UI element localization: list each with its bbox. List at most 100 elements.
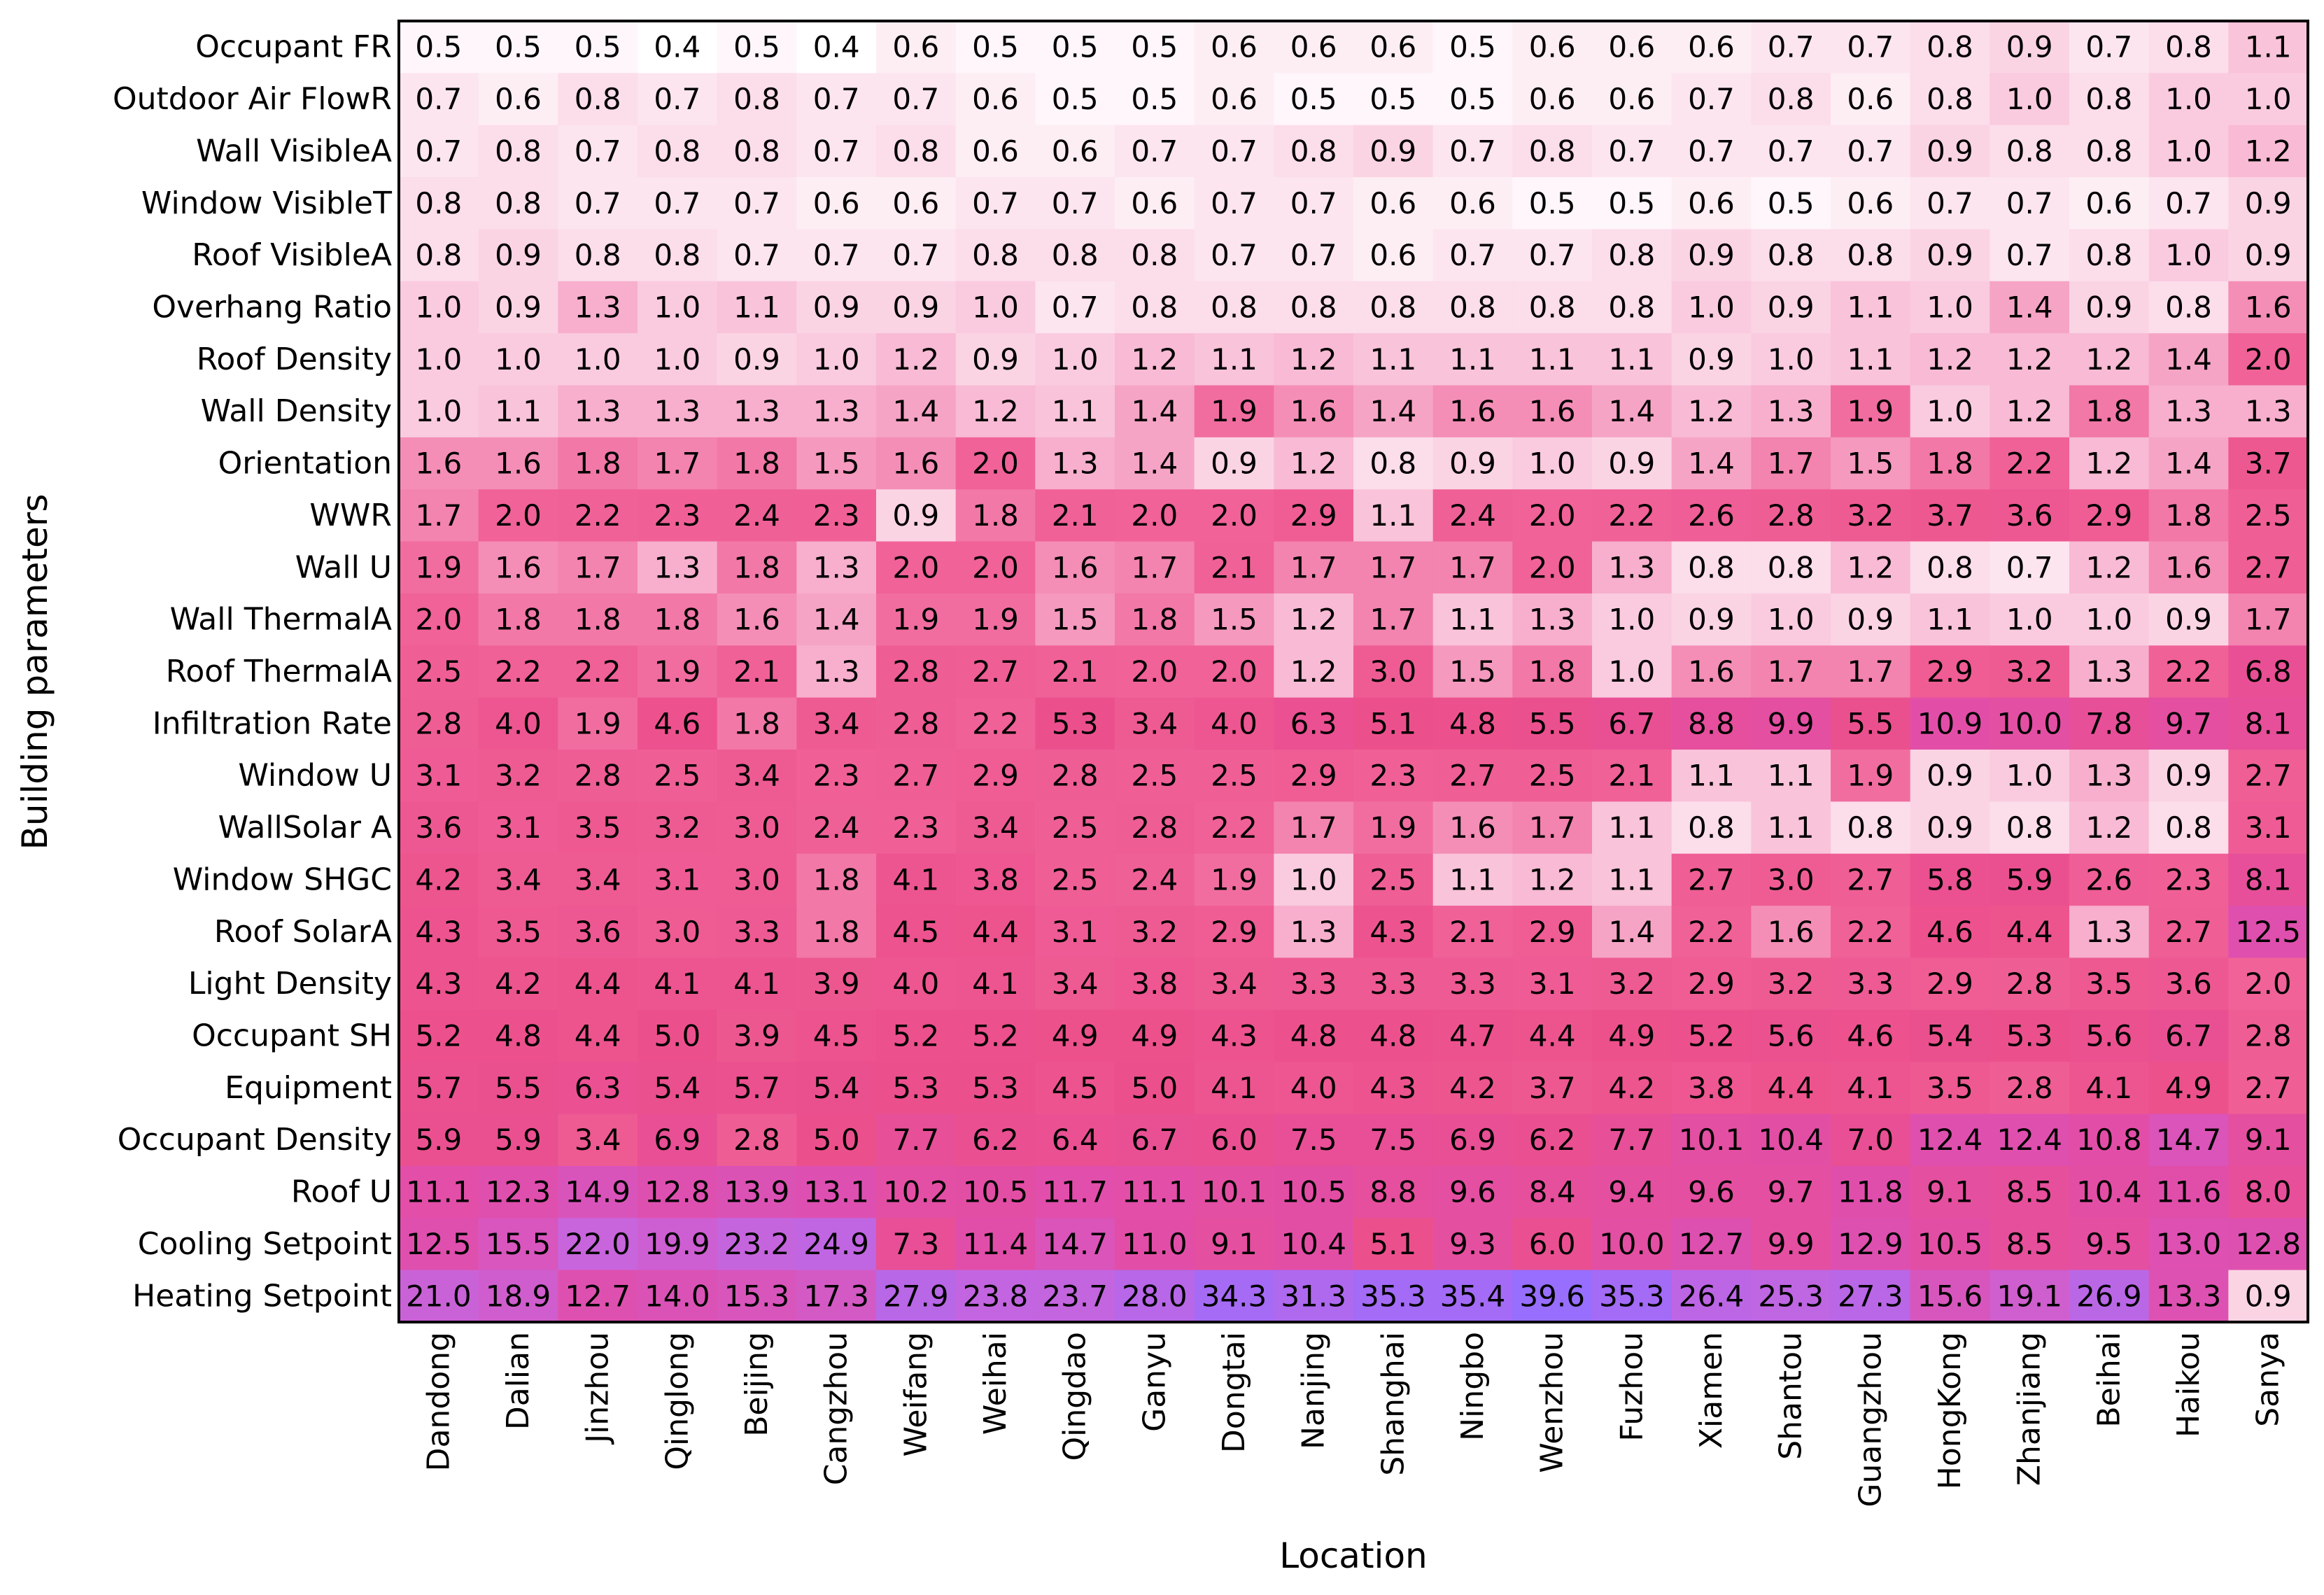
heatmap-cell: [2148, 1009, 2229, 1062]
cell-value-label: 3.3: [1449, 967, 1496, 1001]
x-tick-label: Wenzhou: [1535, 1332, 1570, 1473]
cell-value-label: 10.0: [1996, 706, 2062, 740]
cell-value-label: 3.1: [495, 810, 542, 845]
y-tick-label: Outdoor Air FlowR: [113, 81, 392, 117]
cell-value-label: 0.8: [1369, 290, 1416, 324]
cell-value-label: 3.0: [654, 915, 700, 949]
heatmap-cell: [638, 489, 718, 542]
heatmap-cell: [558, 957, 638, 1011]
cell-value-label: 4.0: [892, 967, 939, 1001]
cell-value-label: 0.9: [972, 342, 1019, 377]
heatmap-cell: [1671, 645, 1752, 698]
heatmap-cell: [399, 645, 479, 698]
heatmap-cell: [876, 73, 957, 126]
cell-value-label: 3.8: [1688, 1071, 1735, 1105]
heatmap-cell: [399, 489, 479, 542]
heatmap-cell: [2228, 437, 2309, 490]
cell-value-label: 0.9: [2245, 238, 2292, 272]
heatmap-cell: [717, 1009, 797, 1062]
heatmap-cell: [399, 385, 479, 438]
y-tick-label: Roof ThermalA: [166, 654, 392, 689]
heatmap-cell: [1035, 177, 1115, 230]
cell-value-label: 1.5: [1449, 654, 1496, 689]
cell-value-label: 0.6: [1449, 186, 1496, 220]
cell-value-label: 4.3: [1369, 915, 1416, 949]
heatmap-cell: [955, 385, 1036, 438]
heatmap-cell: [638, 437, 718, 490]
heatmap-cell: [955, 906, 1036, 959]
heatmap-cell: [1592, 1270, 1672, 1323]
heatmap-cell: [638, 801, 718, 855]
cell-value-label: 11.6: [2156, 1175, 2222, 1209]
heatmap-cell: [1353, 541, 1434, 594]
heatmap-cell: [1115, 1062, 1195, 1115]
cell-value-label: 5.4: [813, 1071, 860, 1105]
cell-value-label: 5.8: [1927, 862, 1973, 897]
x-tick-label: Dongtai: [1216, 1332, 1252, 1453]
x-tick-label: Haikou: [2171, 1332, 2206, 1438]
cell-value-label: 3.4: [813, 706, 860, 740]
cell-value-label: 3.2: [1768, 967, 1815, 1001]
heatmap-cell: [1910, 437, 1990, 490]
cell-value-label: 5.9: [2006, 862, 2053, 897]
heatmap-cell: [558, 645, 638, 698]
heatmap-cell: [717, 697, 797, 750]
heatmap-cell: [2148, 645, 2229, 698]
cell-value-label: 10.9: [1917, 706, 1983, 740]
heatmap-cell: [1592, 906, 1672, 959]
heatmap-cell: [876, 21, 957, 73]
heatmap-cell: [1592, 489, 1672, 542]
heatmap-cell: [1115, 1165, 1195, 1218]
heatmap-cell: [1194, 1113, 1274, 1167]
cell-value-label: 0.6: [1369, 30, 1416, 64]
heatmap-cell: [1035, 73, 1115, 126]
cell-value-label: 1.1: [1449, 862, 1496, 897]
cell-value-label: 4.2: [495, 967, 542, 1001]
cell-value-label: 1.2: [2085, 550, 2132, 584]
cell-value-label: 9.9: [1768, 706, 1815, 740]
cell-value-label: 0.6: [1608, 30, 1655, 64]
cell-value-label: 0.9: [1608, 447, 1655, 481]
cell-value-label: 6.4: [1052, 1123, 1099, 1157]
heatmap-cell: [2148, 853, 2229, 906]
cell-value-label: 2.7: [892, 759, 939, 793]
cell-value-label: 4.1: [733, 967, 780, 1001]
heatmap-cell: [399, 957, 479, 1011]
cell-value-label: 1.2: [1290, 654, 1337, 689]
heatmap-cell: [1353, 125, 1434, 178]
cell-value-label: 0.8: [2085, 134, 2132, 168]
heatmap-cell: [1910, 1218, 1990, 1271]
cell-value-label: 0.6: [1608, 82, 1655, 116]
heatmap-cell: [1194, 229, 1274, 282]
heatmap-cell: [1115, 229, 1195, 282]
cell-value-label: 6.7: [2165, 1019, 2212, 1053]
heatmap-cell: [1274, 906, 1354, 959]
cell-value-label: 7.3: [892, 1227, 939, 1261]
heatmap-cell: [1115, 125, 1195, 178]
cell-value-label: 0.8: [495, 134, 542, 168]
cell-value-label: 4.4: [575, 1019, 621, 1053]
cell-value-label: 0.8: [1608, 290, 1655, 324]
cell-value-label: 1.1: [1688, 759, 1735, 793]
cell-value-label: 3.4: [1052, 967, 1099, 1001]
cell-value-label: 0.5: [1449, 82, 1496, 116]
cell-value-label: 15.6: [1917, 1279, 1983, 1313]
cell-value-label: 1.0: [2006, 603, 2053, 637]
cell-value-label: 4.2: [415, 862, 462, 897]
x-tick-label: Jinzhou: [580, 1332, 616, 1445]
heatmap-cell: [1592, 229, 1672, 282]
heatmap-cell: [1910, 593, 1990, 646]
heatmap-cell: [1274, 73, 1354, 126]
cell-value-label: 2.3: [813, 498, 860, 533]
cell-value-label: 0.7: [2085, 30, 2132, 64]
heatmap-cell: [1353, 281, 1434, 334]
cell-value-label: 1.0: [1608, 654, 1655, 689]
heatmap-cell: [1274, 1113, 1354, 1167]
cell-value-label: 4.1: [1847, 1071, 1894, 1105]
heatmap-cell: [558, 853, 638, 906]
cell-value-label: 1.0: [415, 342, 462, 377]
heatmap-cell: [1432, 801, 1513, 855]
cell-value-label: 1.1: [1449, 603, 1496, 637]
heatmap-cell: [1592, 750, 1672, 802]
